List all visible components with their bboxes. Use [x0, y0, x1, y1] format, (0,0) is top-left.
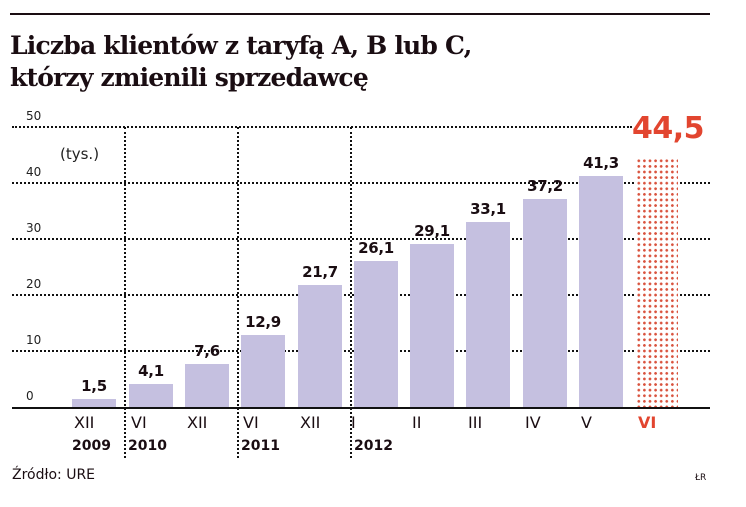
x-month-label: II [412, 413, 422, 432]
x-month-label: VI [131, 413, 147, 432]
chart-title-line-1: Liczba klientów z taryfą A, B lub C, [10, 31, 472, 60]
value-label: 12,9 [245, 312, 281, 331]
year-separator [237, 127, 239, 458]
top-rule [10, 13, 710, 15]
author-credit: ŁR [695, 473, 707, 483]
unit-label: (tys.) [60, 145, 100, 163]
bar [185, 364, 229, 407]
y-tick-label: 10 [26, 333, 42, 347]
bar [579, 175, 623, 407]
year-separator [350, 127, 352, 458]
gridline [12, 182, 710, 184]
bar [410, 244, 454, 407]
bar [466, 221, 510, 407]
x-month-label: VI [243, 413, 259, 432]
x-month-label: VI [638, 413, 657, 432]
gridline [12, 238, 710, 240]
value-label: 37,2 [527, 176, 563, 195]
x-month-label: XII [74, 413, 95, 432]
x-month-label: IV [525, 413, 541, 432]
value-label: 7,6 [194, 342, 220, 361]
y-tick-label: 50 [26, 109, 42, 123]
value-label: 26,1 [358, 238, 394, 257]
y-tick-label: 30 [26, 221, 42, 235]
bar [298, 285, 342, 407]
chart-title-line-2: którzy zmienili sprzedawcę [10, 63, 369, 92]
x-year-label: 2010 [128, 438, 167, 454]
x-month-label: III [468, 413, 483, 432]
y-tick-label: 0 [26, 389, 34, 403]
y-tick-label: 20 [26, 277, 42, 291]
bar-highlighted [636, 157, 678, 407]
bar [129, 384, 173, 407]
chart-title: Liczba klientów z taryfą A, B lub C, któ… [10, 30, 472, 94]
value-label: 41,3 [583, 153, 619, 172]
x-year-label: 2011 [241, 438, 280, 454]
x-year-label: 2009 [72, 438, 111, 454]
bar [241, 334, 285, 407]
value-label: 44,5 [632, 110, 705, 146]
value-label: 21,7 [302, 263, 338, 282]
gridline [12, 126, 632, 128]
bar [354, 260, 398, 407]
x-month-label: I [351, 413, 356, 432]
value-label: 29,1 [414, 222, 450, 241]
value-label: 33,1 [470, 199, 506, 218]
x-month-label: XII [187, 413, 208, 432]
value-label: 4,1 [138, 362, 164, 381]
x-month-label: V [581, 413, 592, 432]
bar [523, 198, 567, 407]
y-tick-label: 40 [26, 165, 42, 179]
x-axis-baseline [12, 407, 710, 409]
x-year-label: 2012 [354, 438, 393, 454]
bar [72, 398, 116, 407]
value-label: 1,5 [81, 376, 107, 395]
x-month-label: XII [300, 413, 321, 432]
source-note: Źródło: URE [12, 467, 96, 483]
year-separator [124, 127, 126, 458]
